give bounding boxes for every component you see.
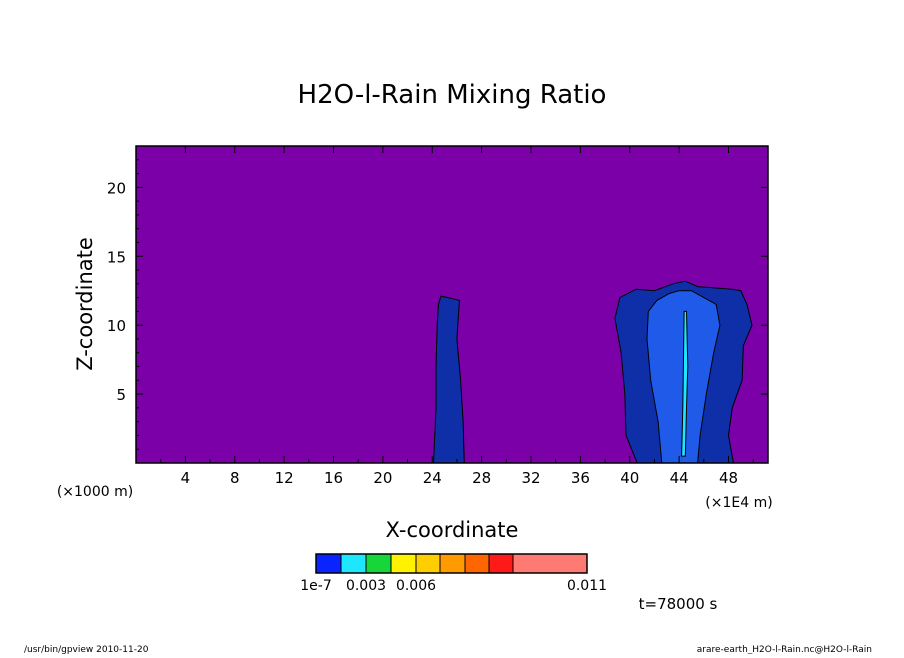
colorbar-swatch xyxy=(488,553,514,574)
x-tick-label: 44 xyxy=(670,469,689,487)
x-tick-label: 8 xyxy=(230,469,240,487)
y-tick-label: 5 xyxy=(116,386,126,404)
y-tick-label: 20 xyxy=(107,179,126,197)
contour-regions xyxy=(432,280,753,464)
time-label: t=78000 s xyxy=(639,595,718,613)
x-axis-label: X-coordinate xyxy=(386,518,519,542)
footer-left: /usr/bin/gpview 2010-11-20 xyxy=(24,645,149,654)
x-tick-label: 16 xyxy=(324,469,343,487)
x-tick-label: 48 xyxy=(719,469,738,487)
colorbar-labels: 1e-7 0.003 0.006 0.011 xyxy=(300,578,607,594)
y-tick-label: 10 xyxy=(107,317,126,335)
y-tick-label: 15 xyxy=(107,248,126,266)
y-axis-unit: (×1000 m) xyxy=(57,484,133,500)
chart-title: H2O-l-Rain Mixing Ratio xyxy=(298,80,607,110)
x-axis-unit: (×1E4 m) xyxy=(705,495,772,511)
x-tick-label: 36 xyxy=(571,469,590,487)
colorbar-swatch xyxy=(464,553,490,574)
colorbar-label: 1e-7 xyxy=(300,578,331,594)
colorbar-swatch xyxy=(315,553,342,574)
plot-frame xyxy=(135,145,769,464)
contour-core-light xyxy=(681,310,689,457)
colorbar-swatch xyxy=(365,553,392,574)
colorbar-label: 0.011 xyxy=(567,578,607,594)
x-tick-label: 20 xyxy=(373,469,392,487)
x-tick-label: 4 xyxy=(181,469,191,487)
x-tick-label: 40 xyxy=(620,469,639,487)
colorbar-label: 0.006 xyxy=(396,578,436,594)
footer-right: arare-earth_H2O-l-Rain.nc@H2O-l-Rain xyxy=(697,645,872,654)
colorbar-label: 0.003 xyxy=(346,578,386,594)
colorbar-swatch xyxy=(415,553,441,574)
x-axis: 4 8 12 16 20 24 28 32 36 40 44 48 xyxy=(160,146,754,487)
colorbar-frame xyxy=(315,553,588,574)
x-tick-label: 28 xyxy=(472,469,491,487)
y-axis-label: Z-coordinate xyxy=(73,237,97,371)
colorbar-swatch xyxy=(512,553,588,574)
colorbar-swatch xyxy=(439,553,466,574)
x-tick-label: 32 xyxy=(521,469,540,487)
colorbar-swatch xyxy=(340,553,367,574)
contour-thin-column xyxy=(432,295,465,464)
colorbar-swatch xyxy=(390,553,417,574)
x-tick-label: 12 xyxy=(275,469,294,487)
x-tick-label: 24 xyxy=(423,469,442,487)
colorbar xyxy=(315,553,588,574)
plot-area xyxy=(135,145,769,464)
y-axis: 5 10 15 20 xyxy=(107,145,768,450)
